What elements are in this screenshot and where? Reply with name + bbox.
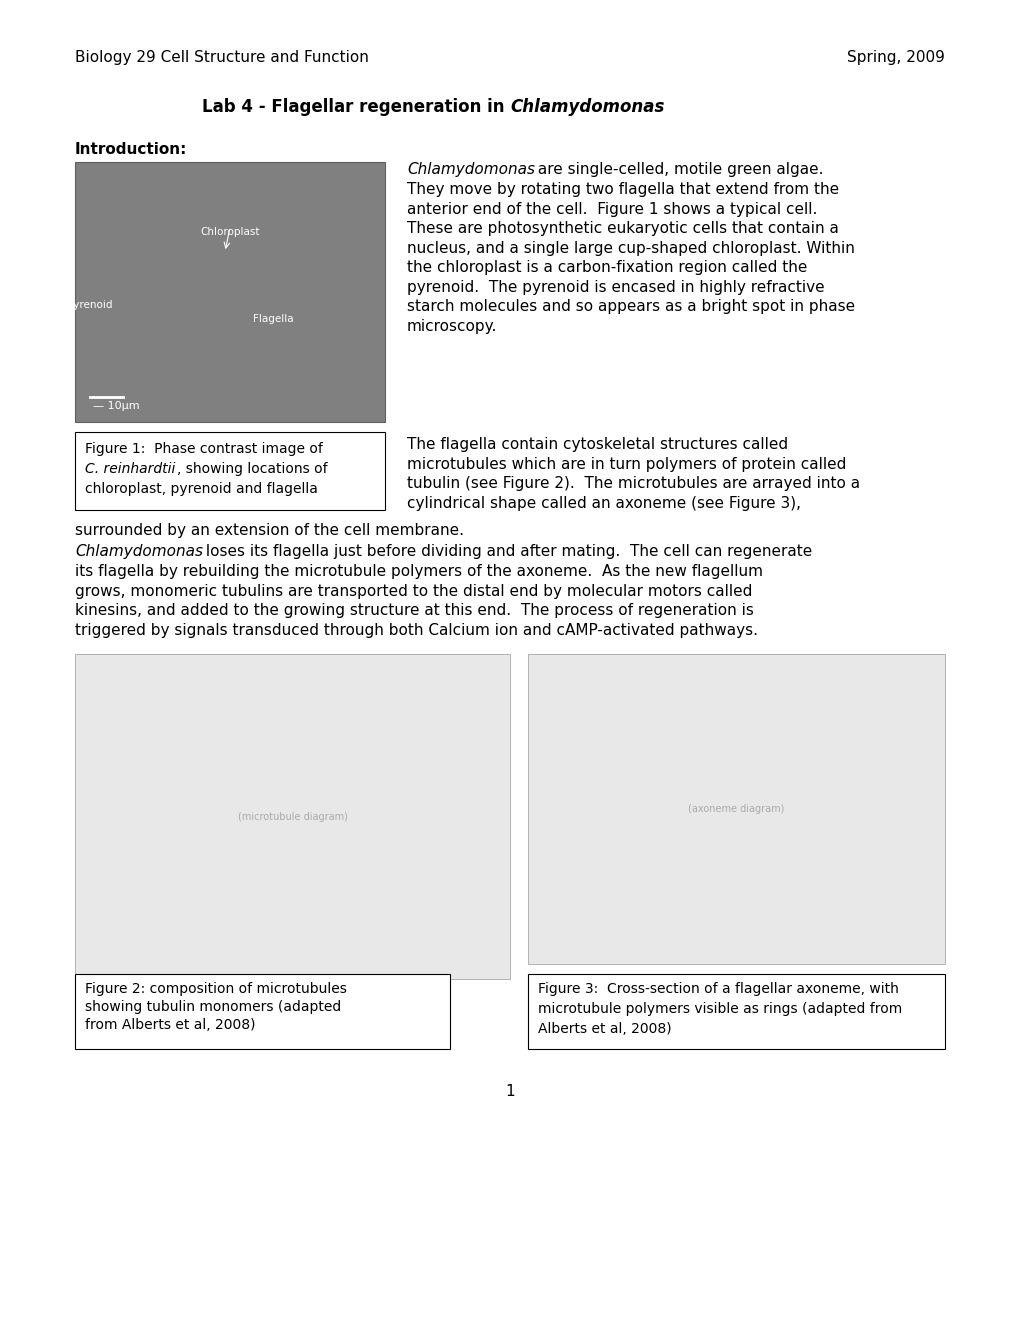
Text: Figure 1:  Phase contrast image of: Figure 1: Phase contrast image of [85,442,323,455]
Text: Figure 2: composition of microtubules
showing tubulin monomers (adapted
from Alb: Figure 2: composition of microtubules sh… [85,982,346,1032]
Text: microtubule polymers visible as rings (adapted from: microtubule polymers visible as rings (a… [537,1002,902,1016]
Bar [75,162,384,422]
Text: surrounded by an extension of the cell membrane.: surrounded by an extension of the cell m… [75,523,464,539]
Text: (axoneme diagram): (axoneme diagram) [688,804,784,814]
Text: Alberts et al, 2008): Alberts et al, 2008) [537,1022,671,1036]
Text: Chlamydomonas: Chlamydomonas [510,98,663,116]
Text: Flagella: Flagella [253,314,293,323]
Text: Chlamydomonas: Chlamydomonas [407,162,535,177]
Text: The flagella contain cytoskeletal structures called
microtubules which are in tu: The flagella contain cytoskeletal struct… [407,437,859,511]
Text: — 10μm: — 10μm [93,401,140,411]
Bar [528,653,944,964]
Text: Pyrenoid: Pyrenoid [67,300,113,310]
Bar [75,653,510,979]
Text: Spring, 2009: Spring, 2009 [847,50,944,65]
Text: C. reinhardtii: C. reinhardtii [85,462,175,477]
Text: its flagella by rebuilding the microtubule polymers of the axoneme.  As the new : its flagella by rebuilding the microtubu… [75,564,762,638]
Text: Chloroplast: Chloroplast [200,227,260,238]
Text: , showing locations of: , showing locations of [177,462,327,477]
Bar [75,432,384,510]
Text: chloroplast, pyrenoid and flagella: chloroplast, pyrenoid and flagella [85,482,318,496]
Text: They move by rotating two flagella that extend from the
anterior end of the cell: They move by rotating two flagella that … [407,182,854,334]
Bar [75,974,449,1049]
Text: 1: 1 [504,1084,515,1100]
Text: Lab 4 - Flagellar regeneration in: Lab 4 - Flagellar regeneration in [202,98,510,116]
Text: loses its flagella just before dividing and after mating.  The cell can regenera: loses its flagella just before dividing … [201,544,811,558]
Text: are single-celled, motile green algae.: are single-celled, motile green algae. [533,162,822,177]
Text: Figure 3:  Cross-section of a flagellar axoneme, with: Figure 3: Cross-section of a flagellar a… [537,982,898,997]
Text: (microtubule diagram): (microtubule diagram) [237,812,347,821]
Bar [528,974,944,1049]
Text: Introduction:: Introduction: [75,143,187,157]
Text: Biology 29 Cell Structure and Function: Biology 29 Cell Structure and Function [75,50,369,65]
Text: Chlamydomonas: Chlamydomonas [75,544,203,558]
